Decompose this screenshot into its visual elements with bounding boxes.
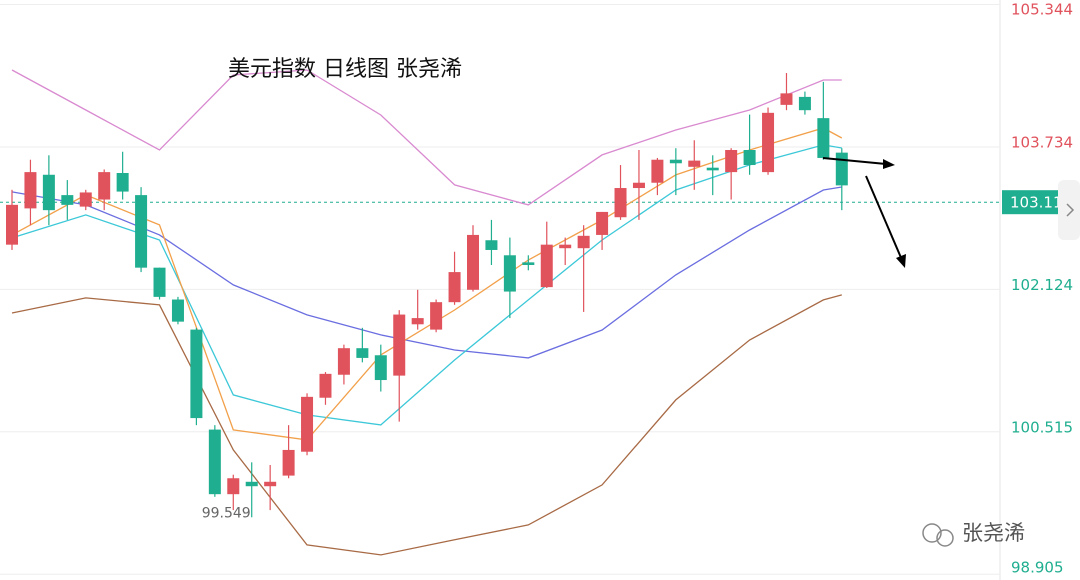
candle-body (725, 149, 738, 173)
candle-body (153, 267, 166, 297)
candle-body (190, 329, 203, 419)
candle-body (762, 112, 775, 173)
side-toggle-icon (1066, 203, 1075, 217)
candle-body (669, 159, 682, 164)
candle-body (503, 255, 516, 292)
candle-body (522, 262, 535, 266)
low-label: 99.549 (202, 505, 251, 521)
candle-body (264, 481, 277, 487)
candle-body (688, 160, 701, 167)
arrows (822, 157, 906, 268)
candle-body (282, 449, 295, 476)
candle-body (319, 373, 332, 398)
arrow (822, 157, 887, 165)
candle-body (135, 195, 148, 268)
y-tick-label: 105.344 (1011, 1, 1073, 19)
watermark: 张尧浠 (922, 521, 1025, 547)
candle-body (743, 149, 756, 166)
arrow-head (883, 159, 895, 169)
candle-body (374, 355, 387, 381)
candle-body (448, 272, 461, 303)
candle-body (6, 204, 18, 245)
candle-body (301, 396, 314, 452)
candle-body (596, 211, 609, 235)
y-tick-label: 102.124 (1011, 276, 1073, 294)
y-tick-label: 103.734 (1011, 133, 1073, 151)
candle-body (706, 167, 719, 171)
candle-body (227, 478, 240, 495)
candle-body (632, 182, 645, 189)
candle-body (79, 192, 92, 207)
watermark-icon (936, 529, 954, 547)
watermark-icon (922, 523, 942, 543)
candle-body (430, 302, 443, 330)
candle-body (780, 93, 793, 105)
candle-body (245, 481, 258, 487)
candle-body (42, 174, 55, 211)
candle-body (337, 348, 350, 375)
candle-body (798, 96, 811, 111)
candle-body (61, 195, 74, 205)
candle-body (411, 318, 424, 325)
candle-body (171, 299, 184, 322)
candle-body (559, 244, 572, 249)
indicator-line (11, 69, 842, 206)
candle-body (540, 244, 553, 288)
arrow (865, 175, 903, 261)
y-tick-label: 100.515 (1011, 418, 1073, 436)
candle-body (835, 152, 848, 186)
chart-title: 美元指数 日线图 张尧浠 (228, 57, 462, 82)
candle-body (577, 235, 590, 249)
candle-body (116, 172, 129, 192)
arrow-head (896, 254, 906, 268)
candle-body (208, 429, 221, 495)
candle-body (98, 172, 111, 200)
side-toggle[interactable] (1058, 180, 1080, 240)
candle-body (614, 188, 627, 218)
grid (0, 4, 1000, 575)
watermark-text: 张尧浠 (962, 521, 1025, 545)
indicator-line (11, 294, 842, 556)
price-tag-text: 103.110 (1010, 194, 1072, 212)
candle-body (651, 159, 664, 183)
candle-body (24, 172, 37, 209)
candle-body (485, 240, 498, 250)
labels: 105.344 103.734 102.124 100.515 98.905 103.11… (202, 1, 1073, 577)
y-tick-label: 98.905 (1011, 559, 1064, 577)
candle-body (467, 234, 479, 290)
indicator-line (11, 186, 842, 359)
candle-body (393, 314, 406, 376)
candle-body (356, 348, 369, 358)
candles (6, 73, 848, 518)
candle-body (817, 118, 830, 158)
price-tag (1002, 190, 1058, 215)
